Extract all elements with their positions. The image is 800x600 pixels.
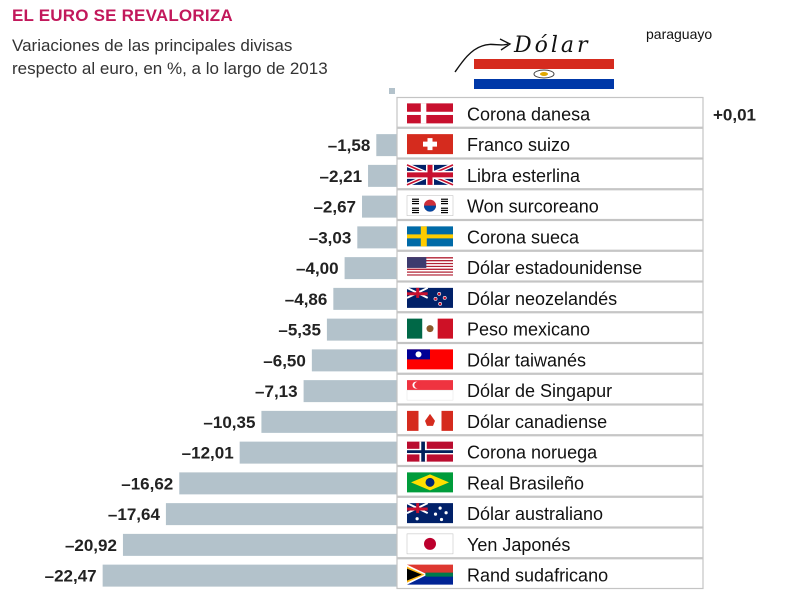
category-label: Dólar canadiense xyxy=(467,412,607,432)
category-label: Corona danesa xyxy=(467,104,591,124)
bar xyxy=(102,564,397,587)
handwritten-dolar: Dólar xyxy=(513,33,591,58)
category-label: Dólar estadounidense xyxy=(467,258,642,278)
value-label: –12,01 xyxy=(182,444,234,463)
sweden-flag xyxy=(407,226,453,247)
annotation-paraguayo: paraguayo xyxy=(646,26,713,42)
value-label: –16,62 xyxy=(121,474,173,493)
category-label: Dólar australiano xyxy=(467,504,603,524)
denmark-flag xyxy=(407,103,453,124)
subtitle-line-1: Variaciones de las principales divisas xyxy=(12,36,293,55)
bar xyxy=(344,257,397,280)
value-label: –5,35 xyxy=(278,321,321,340)
bar xyxy=(239,441,397,464)
category-label: Dólar de Singapur xyxy=(467,381,612,401)
mexico-flag xyxy=(407,318,453,339)
value-label: –6,50 xyxy=(263,351,306,370)
handwritten-annotation: Dólar xyxy=(454,33,614,89)
taiwan-flag xyxy=(407,349,453,370)
bar xyxy=(261,410,397,433)
new-zealand-flag xyxy=(406,286,453,308)
australia-flag xyxy=(406,502,453,524)
bar xyxy=(122,533,397,556)
bar xyxy=(165,503,397,526)
category-label: Franco suizo xyxy=(467,135,570,155)
chart-title: EL EURO SE REVALORIZA xyxy=(12,6,233,25)
uk-flag xyxy=(406,163,454,187)
value-label: –20,92 xyxy=(65,536,117,555)
value-label: –4,00 xyxy=(296,259,339,278)
bar xyxy=(179,472,397,495)
value-label: –7,13 xyxy=(255,382,298,401)
singapore-flag xyxy=(406,380,454,401)
value-label: –22,47 xyxy=(45,567,97,586)
bar xyxy=(326,318,397,341)
bar xyxy=(333,287,397,310)
category-label: Yen Japonés xyxy=(467,535,570,555)
category-label: Corona noruega xyxy=(467,443,598,463)
category-label: Dólar taiwanés xyxy=(467,350,586,370)
chart-subtitle: Variaciones de las principales divisas r… xyxy=(12,34,472,80)
category-label: Corona sueca xyxy=(467,227,580,247)
bar xyxy=(368,164,397,187)
brazil-flag xyxy=(407,472,453,493)
bar xyxy=(362,195,397,218)
value-label: –1,58 xyxy=(328,136,371,155)
annotation-arrow xyxy=(454,43,509,73)
switzerland-flag xyxy=(407,134,453,155)
value-label: –2,21 xyxy=(320,167,363,186)
value-label: +0,01 xyxy=(713,105,756,124)
baseline-marker xyxy=(389,88,395,94)
usa-flag xyxy=(407,257,453,278)
value-label: –17,64 xyxy=(108,505,161,524)
bar xyxy=(376,134,397,157)
paraguay-flag xyxy=(474,59,614,89)
south-africa-flag xyxy=(407,564,453,585)
canada-flag xyxy=(407,410,453,431)
bar xyxy=(303,380,397,403)
value-label: –10,35 xyxy=(203,413,255,432)
value-label: –4,86 xyxy=(285,290,328,309)
category-label: Peso mexicano xyxy=(467,320,590,340)
subtitle-line-2: respecto al euro, en %, a lo largo de 20… xyxy=(12,59,328,78)
annotation-arrowhead xyxy=(499,38,512,51)
value-label: –3,03 xyxy=(309,228,352,247)
norway-flag xyxy=(407,441,453,462)
bar xyxy=(311,349,397,372)
category-label: Dólar neozelandés xyxy=(467,289,617,309)
category-label: Rand sudafricano xyxy=(467,566,608,586)
category-label: Won surcoreano xyxy=(467,197,599,217)
south-korea-flag xyxy=(406,195,454,216)
category-label: Libra esterlina xyxy=(467,166,581,186)
bar xyxy=(357,226,397,249)
value-label: –2,67 xyxy=(313,198,356,217)
category-label: Real Brasileño xyxy=(467,473,584,493)
japan-flag xyxy=(406,533,454,555)
